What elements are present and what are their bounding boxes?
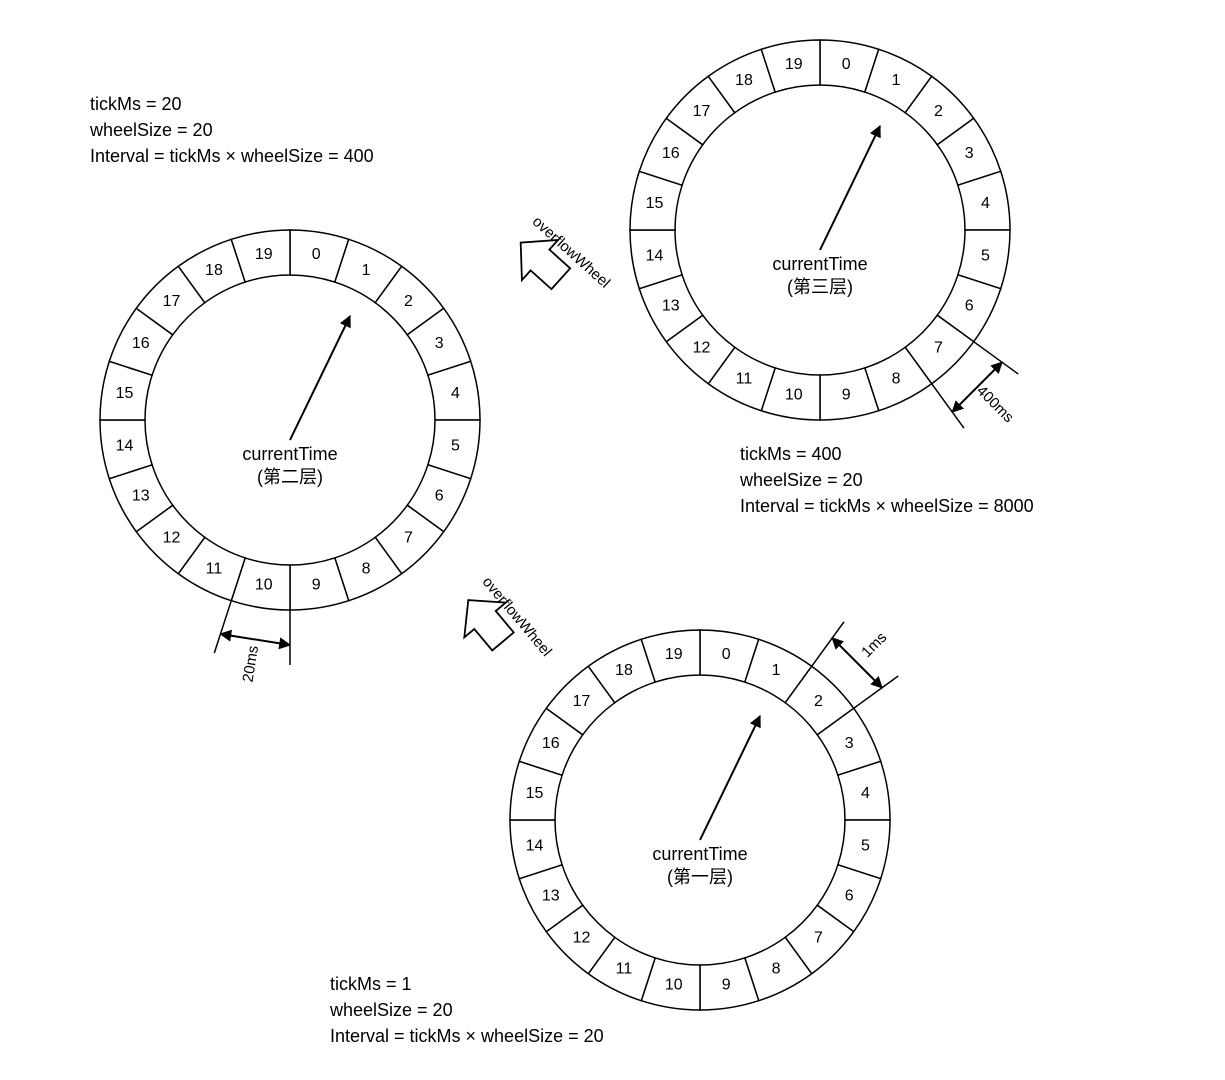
wheel-level2-slot-12-label: 12 xyxy=(163,530,181,547)
wheel-level2-slot-19-label: 19 xyxy=(255,246,273,263)
wheel-level2-slot-8-label: 8 xyxy=(362,560,371,577)
wheel-level3-slot-5-label: 5 xyxy=(981,247,990,264)
wheel-level1-slot-5-label: 5 xyxy=(861,837,870,854)
wheel-level3-center-line1: currentTime xyxy=(772,254,867,274)
wheel-level2-slot-1-label: 1 xyxy=(362,262,371,279)
wheel-level3-slot-15-label: 15 xyxy=(646,195,664,212)
wheel-level2: 012345678910111213141516171819currentTim… xyxy=(100,230,480,683)
wheel-level2-slot-4-label: 4 xyxy=(451,385,460,402)
wheel-level1-slot-10-label: 10 xyxy=(665,977,683,994)
wheel-level2-slot-14-label: 14 xyxy=(116,437,134,454)
wheel-level2-slot-5-label: 5 xyxy=(451,437,460,454)
wheel-level3-slot-10-label: 10 xyxy=(785,387,803,404)
wheel-level3-slot-2-label: 2 xyxy=(934,103,943,120)
wheel-level2-slot-16-label: 16 xyxy=(132,335,150,352)
wheel-level3-slot-12-label: 12 xyxy=(693,340,711,357)
wheel-level1-slot-16-label: 16 xyxy=(542,735,560,752)
wheel-level1-slot-7-label: 7 xyxy=(814,930,823,947)
wheel-level2-slot-9-label: 9 xyxy=(312,577,321,594)
wheel-level3-slot-16-label: 16 xyxy=(662,145,680,162)
wheel-level1: 012345678910111213141516171819currentTim… xyxy=(510,622,898,1010)
wheel-level1-slot-1-label: 1 xyxy=(772,662,781,679)
wheel-level1-slot-2-label: 2 xyxy=(814,693,823,710)
wheel-level3-param-0: tickMs = 400 xyxy=(740,444,842,464)
wheel-level2-slot-3-label: 3 xyxy=(435,335,444,352)
wheel-level2-param-2: Interval = tickMs × wheelSize = 400 xyxy=(90,146,374,166)
wheel-level3-slot-19-label: 19 xyxy=(785,56,803,73)
wheel-level1-slot-15-label: 15 xyxy=(526,785,544,802)
wheel-level1-slot-4-label: 4 xyxy=(861,785,870,802)
wheel-level3-slot-8-label: 8 xyxy=(892,370,901,387)
wheel-level1-slot-12-label: 12 xyxy=(573,930,591,947)
wheel-level2-slot-7-label: 7 xyxy=(404,530,413,547)
wheel-level2-slot-0-label: 0 xyxy=(312,246,321,263)
wheel-level3-slot-11-label: 11 xyxy=(736,370,753,387)
wheel-level3-slot-6-label: 6 xyxy=(965,297,974,314)
wheel-level2-center-line2: (第二层) xyxy=(257,467,323,487)
wheel-level1-slot-8-label: 8 xyxy=(772,960,781,977)
wheel-level3-center-line2: (第三层) xyxy=(787,277,853,297)
wheel-level3-pointer xyxy=(820,126,880,250)
wheel-level1-pointer xyxy=(700,716,760,840)
wheel-level1-param-1: wheelSize = 20 xyxy=(329,1000,453,1020)
wheel-level1-slot-0-label: 0 xyxy=(722,646,731,663)
wheel-level1-center-line2: (第一层) xyxy=(667,867,733,887)
wheel-level3-tick-label: 400ms xyxy=(973,382,1017,426)
wheel-level2-slot-6-label: 6 xyxy=(435,487,444,504)
wheel-level2-param-1: wheelSize = 20 xyxy=(89,120,213,140)
wheel-level3: 012345678910111213141516171819currentTim… xyxy=(630,40,1018,428)
wheel-level1-slot-6-label: 6 xyxy=(845,887,854,904)
wheel-level1-slot-18-label: 18 xyxy=(615,662,633,679)
wheel-level2-pointer xyxy=(290,316,350,440)
wheel-level1-slot-13-label: 13 xyxy=(542,887,560,904)
wheel-level2-slot-2-label: 2 xyxy=(404,293,413,310)
wheel-level3-slot-7-label: 7 xyxy=(934,340,943,357)
wheel-level3-param-1: wheelSize = 20 xyxy=(739,470,863,490)
wheel-level2-param-0: tickMs = 20 xyxy=(90,94,182,114)
wheel-level1-slot-3-label: 3 xyxy=(845,735,854,752)
wheel-level2-slot-10-label: 10 xyxy=(255,577,273,594)
wheel-level3-slot-18-label: 18 xyxy=(735,72,753,89)
timing-wheel-diagram: 012345678910111213141516171819currentTim… xyxy=(0,0,1225,1080)
wheel-level3-slot-14-label: 14 xyxy=(646,247,664,264)
wheel-level1-slot-14-label: 14 xyxy=(526,837,544,854)
wheel-level1-slot-11-label: 11 xyxy=(616,960,633,977)
wheel-level3-slot-0-label: 0 xyxy=(842,56,851,73)
wheel-level1-slot-19-label: 19 xyxy=(665,646,683,663)
wheel-level2-tick-arrow xyxy=(220,634,290,645)
wheel-level3-slot-17-label: 17 xyxy=(693,103,711,120)
wheel-level2-tick-label: 20ms xyxy=(240,644,263,683)
wheel-level3-param-2: Interval = tickMs × wheelSize = 8000 xyxy=(740,496,1034,516)
wheel-level3-slot-9-label: 9 xyxy=(842,387,851,404)
wheel-level2-slot-13-label: 13 xyxy=(132,487,150,504)
wheel-level1-param-0: tickMs = 1 xyxy=(330,974,412,994)
wheel-level2-slot-18-label: 18 xyxy=(205,262,223,279)
wheel-level1-slot-17-label: 17 xyxy=(573,693,591,710)
wheel-level3-slot-4-label: 4 xyxy=(981,195,990,212)
wheel-level2-slot-11-label: 11 xyxy=(206,560,223,577)
wheel-level2-slot-17-label: 17 xyxy=(163,293,181,310)
wheel-level1-tick-label: 1ms xyxy=(858,629,890,661)
wheel-level2-slot-15-label: 15 xyxy=(116,385,134,402)
wheel-level1-param-2: Interval = tickMs × wheelSize = 20 xyxy=(330,1026,604,1046)
wheel-level2-center-line1: currentTime xyxy=(242,444,337,464)
wheel-level1-slot-9-label: 9 xyxy=(722,977,731,994)
wheel-level3-slot-13-label: 13 xyxy=(662,297,680,314)
wheel-level3-slot-3-label: 3 xyxy=(965,145,974,162)
wheel-level1-center-line1: currentTime xyxy=(652,844,747,864)
wheel-level3-slot-1-label: 1 xyxy=(892,72,901,89)
wheel-level2-tick-guide-b xyxy=(214,601,231,653)
